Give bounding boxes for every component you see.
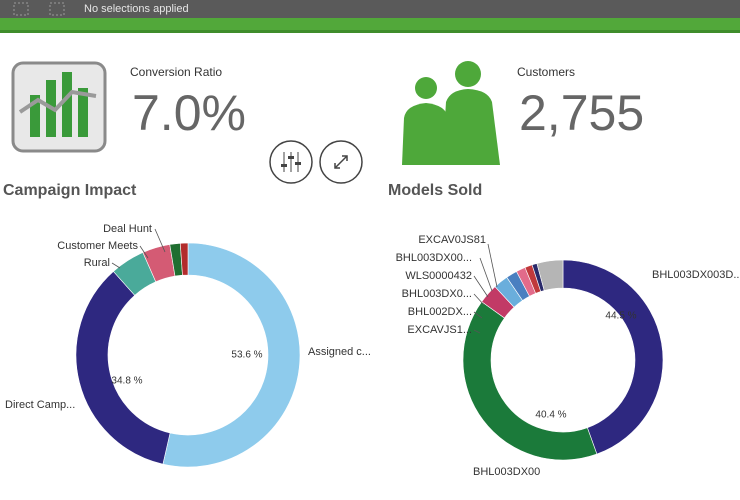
select-icon[interactable] (13, 2, 29, 16)
value-label: 40.4 % (535, 410, 566, 421)
slice-label: WLS0000432 (405, 270, 472, 282)
leader-line (473, 275, 489, 298)
leader-line (139, 245, 149, 259)
customers-icon (402, 61, 500, 165)
value-label: 44.5 % (605, 311, 636, 322)
toolbar (0, 0, 740, 18)
donut-slice (75, 271, 171, 465)
leader-line (479, 257, 493, 292)
leader-line (487, 243, 498, 288)
slice-label: Customer Meets (57, 240, 138, 252)
donut-slice (179, 242, 189, 276)
kpi-label: Conversion Ratio (130, 65, 222, 79)
expand-button[interactable] (319, 140, 363, 184)
slice-label: Direct Camp... (5, 399, 75, 411)
slice-label: BHL003DX003D... (652, 269, 740, 281)
donut-slice (462, 301, 598, 461)
donut-slice (162, 242, 301, 468)
kpi-label: Customers (517, 65, 575, 79)
kpi-value: 2,755 (519, 85, 644, 141)
filter-button[interactable] (269, 140, 313, 184)
chart-title: Models Sold (388, 182, 482, 199)
chart-title: Campaign Impact (3, 182, 137, 199)
donut-slice (562, 259, 664, 455)
slice-label: BHL002DX... (408, 306, 472, 318)
slice-label: Rural (84, 257, 110, 269)
donut-slice (536, 259, 564, 291)
selection-text: No selections applied (84, 3, 189, 15)
stripe-shadow (0, 30, 740, 33)
leader-line (473, 329, 481, 334)
green-stripe (0, 18, 740, 32)
slice-label: BHL003DX00 (473, 466, 540, 478)
value-label: 34.8 % (111, 376, 142, 387)
slice-label: EXCAVJS1... (407, 324, 472, 336)
leader-line (154, 228, 166, 253)
slice-label: Assigned c... (308, 346, 371, 358)
slice-label: Deal Hunt (103, 223, 152, 235)
leader-line (473, 293, 485, 306)
leader-line (111, 262, 121, 269)
clear-icon[interactable] (49, 2, 65, 16)
slice-label: EXCAV0JS81 (418, 234, 486, 246)
leader-line (473, 311, 483, 319)
value-label: 53.6 % (231, 350, 262, 361)
kpi-value: 7.0% (132, 85, 246, 141)
conversion-icon (11, 61, 107, 153)
slice-label: BHL003DX00... (396, 252, 472, 264)
slice-label: BHL003DX0... (402, 288, 472, 300)
